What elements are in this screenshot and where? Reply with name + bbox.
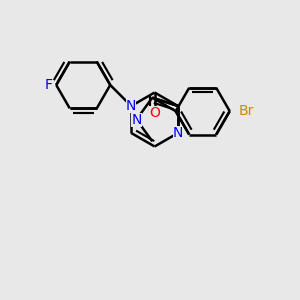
Text: N: N: [131, 112, 142, 127]
Text: Br: Br: [239, 104, 254, 118]
Text: N: N: [126, 99, 136, 113]
Text: O: O: [149, 106, 160, 120]
Text: F: F: [44, 78, 52, 92]
Text: N: N: [173, 126, 183, 140]
